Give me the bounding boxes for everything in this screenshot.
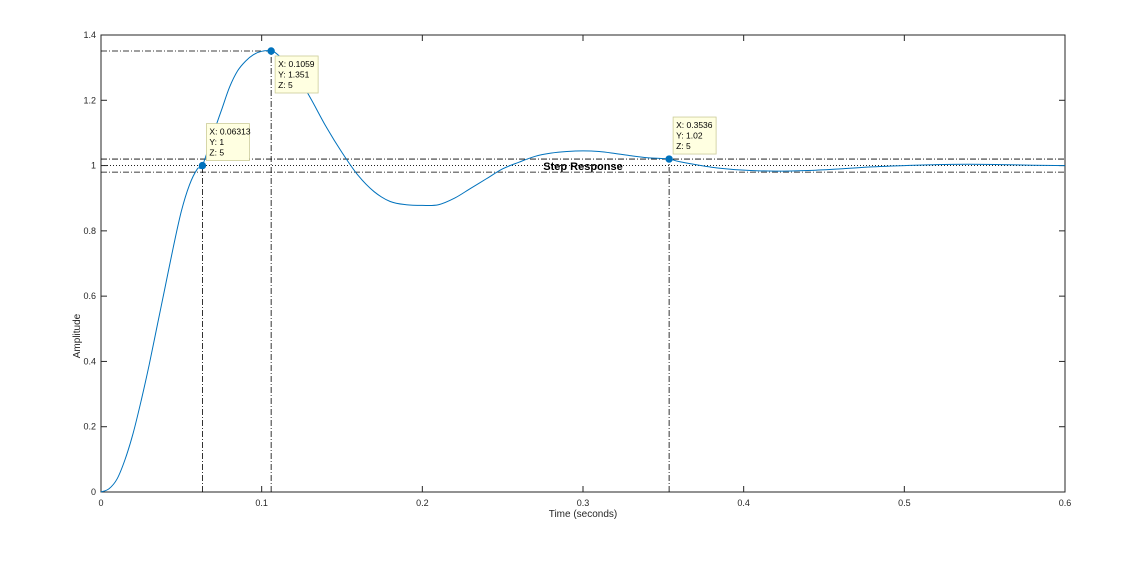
y-tick-label: 1.4 bbox=[83, 30, 96, 40]
axis-ticks: 0 0.1 0.2 0.3 0.4 0.5 0.6 0 0.2 0.4 0.6 0.8 1 1.2 1.4 bbox=[83, 30, 1071, 508]
response-line bbox=[100, 50, 1066, 493]
x-tick-label: 0.3 bbox=[577, 498, 590, 508]
plot-area bbox=[100, 34, 1066, 493]
x-tick-label: 0.6 bbox=[1059, 498, 1072, 508]
datatip-background bbox=[206, 123, 250, 161]
chart-title: Step Response bbox=[543, 161, 622, 173]
datatip-text: X: 0.3536 bbox=[676, 120, 713, 130]
datatip-text: Y: 1 bbox=[209, 137, 224, 147]
x-tick-label: 0 bbox=[98, 498, 103, 508]
datatip-marker bbox=[665, 155, 673, 163]
datatip-text: Z: 5 bbox=[278, 80, 293, 90]
datatip-text: X: 0.1059 bbox=[278, 59, 315, 69]
x-tick-label: 0.2 bbox=[416, 498, 429, 508]
datatip-background bbox=[672, 116, 717, 155]
datatip-text: Z: 5 bbox=[209, 148, 224, 158]
x-tick-label: 0.5 bbox=[898, 498, 911, 508]
y-tick-label: 0.4 bbox=[83, 356, 96, 366]
y-tick-label: 0 bbox=[91, 487, 96, 497]
y-tick-label: 0.6 bbox=[83, 291, 96, 301]
series-layer bbox=[100, 50, 1066, 493]
datatip-marker bbox=[267, 47, 275, 55]
datatip-text: X: 0.06313 bbox=[209, 127, 250, 137]
y-tick-label: 0.8 bbox=[83, 226, 96, 236]
datatip-text: Y: 1.02 bbox=[676, 131, 703, 141]
y-tick-label: 0.2 bbox=[83, 422, 96, 432]
x-axis-label: Time (seconds) bbox=[549, 509, 618, 520]
datatip-text: Z: 5 bbox=[676, 141, 691, 151]
datatip-marker bbox=[198, 161, 207, 170]
y-tick-label: 1 bbox=[91, 161, 96, 171]
x-tick-label: 0.4 bbox=[737, 498, 750, 508]
datatip-background bbox=[274, 55, 319, 94]
x-tick-label: 0.1 bbox=[255, 498, 268, 508]
y-tick-label: 1.2 bbox=[83, 95, 96, 105]
reference-lines bbox=[101, 50, 1065, 492]
datatip-text: Y: 1.351 bbox=[278, 69, 309, 79]
y-axis-label: Amplitude bbox=[72, 313, 83, 358]
